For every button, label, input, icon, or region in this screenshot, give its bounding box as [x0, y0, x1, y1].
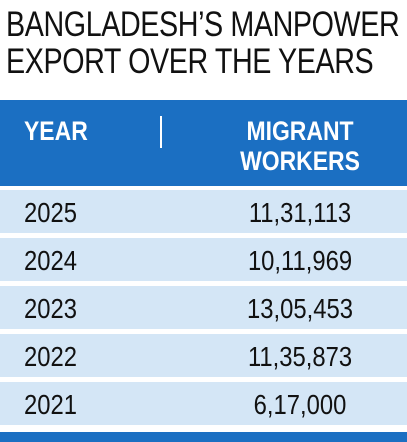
divider — [160, 116, 162, 148]
year-cell: 2021 — [24, 389, 77, 420]
table-row: 2023 13,05,453 — [0, 286, 407, 329]
workers-cell: 6,17,000 — [253, 389, 347, 420]
table-body: 2025 11,31,113 2024 10,11,969 2023 13,05,453 2… — [0, 190, 407, 430]
column-header: YEAR — [24, 116, 88, 146]
table-row: 2025 11,31,113 — [0, 190, 407, 233]
workers-cell: 10,11,969 — [247, 245, 353, 276]
footer-bar — [0, 432, 407, 442]
workers-cell: 11,35,873 — [247, 341, 353, 372]
table-row: 2024 10,11,969 — [0, 238, 407, 281]
column-header: MIGRANT WORKERS — [240, 116, 360, 176]
year-cell: 2023 — [24, 293, 77, 324]
title-line: EXPORT OVER THE YEARS — [6, 42, 374, 81]
workers-cell: 11,31,113 — [248, 197, 352, 228]
table-row: 2021 6,17,000 — [0, 382, 407, 425]
year-cell: 2024 — [24, 245, 77, 276]
table-row: 2022 11,35,873 — [0, 334, 407, 377]
year-cell: 2025 — [24, 197, 77, 228]
year-cell: 2022 — [24, 341, 77, 372]
table-header: YEAR MIGRANT WORKERS — [0, 100, 407, 186]
title: BANGLADESH’S MANPOWER EXPORT OVER THE YE… — [6, 6, 400, 80]
workers-cell: 13,05,453 — [247, 293, 353, 324]
title-line: BANGLADESH’S MANPOWER — [6, 5, 400, 44]
